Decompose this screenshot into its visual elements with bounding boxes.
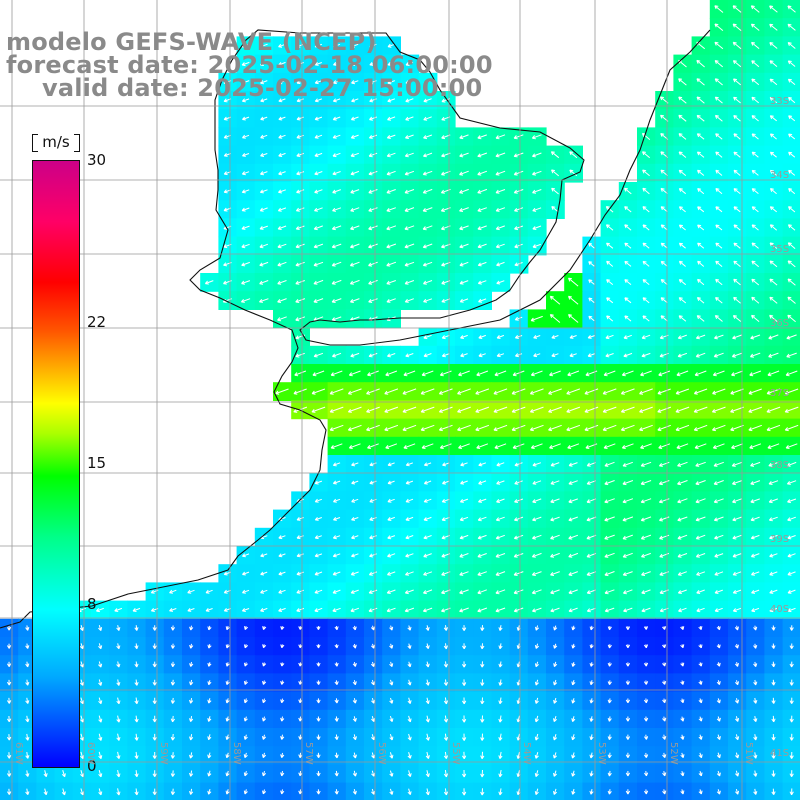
latitude-label: 35S xyxy=(770,244,790,255)
colorbar-tick-label: 22 xyxy=(87,312,107,331)
title-valid-date: valid date: 2025-02-27 15:00:00 xyxy=(42,74,483,102)
longitude-label: 56W xyxy=(376,742,387,765)
longitude-label: 60W xyxy=(85,742,96,765)
longitude-label: 57W xyxy=(303,742,314,765)
longitude-label: 59W xyxy=(158,742,169,765)
coastline xyxy=(0,29,711,629)
longitude-label: 52W xyxy=(668,742,679,765)
latitude-label: 37S xyxy=(770,388,790,399)
latitude-label: 40S xyxy=(770,604,790,615)
longitude-label: 53W xyxy=(596,742,607,765)
latitude-label: 38S xyxy=(770,460,790,471)
wind-arrows xyxy=(6,5,799,796)
colorbar-tick-label: 30 xyxy=(87,151,107,169)
longitude-label: 55W xyxy=(450,742,461,765)
longitude-label: 54W xyxy=(521,742,532,765)
latitude-label: 39S xyxy=(770,534,790,545)
colorbar-tick-label: 15 xyxy=(87,454,107,472)
title-forecast-date: forecast date: 2025-02-18 06:00:00 xyxy=(6,51,493,79)
colorbar-tick-label: 0 xyxy=(87,757,97,775)
colorbar-tick-label: 8 xyxy=(87,595,97,614)
colorbar-units: m/s xyxy=(32,132,80,154)
longitude-label: 58W xyxy=(231,742,242,765)
title-model: modelo GEFS-WAVE (NCEP) xyxy=(6,28,377,56)
colorbar xyxy=(32,160,80,768)
latitude-label: 33S xyxy=(770,96,790,107)
longitude-label: 51W xyxy=(743,742,754,765)
latitude-label: 36S xyxy=(770,318,790,329)
latitude-label: 34S xyxy=(770,170,790,181)
latitude-label: 41S xyxy=(770,748,790,759)
longitude-label: 61W xyxy=(13,742,24,765)
